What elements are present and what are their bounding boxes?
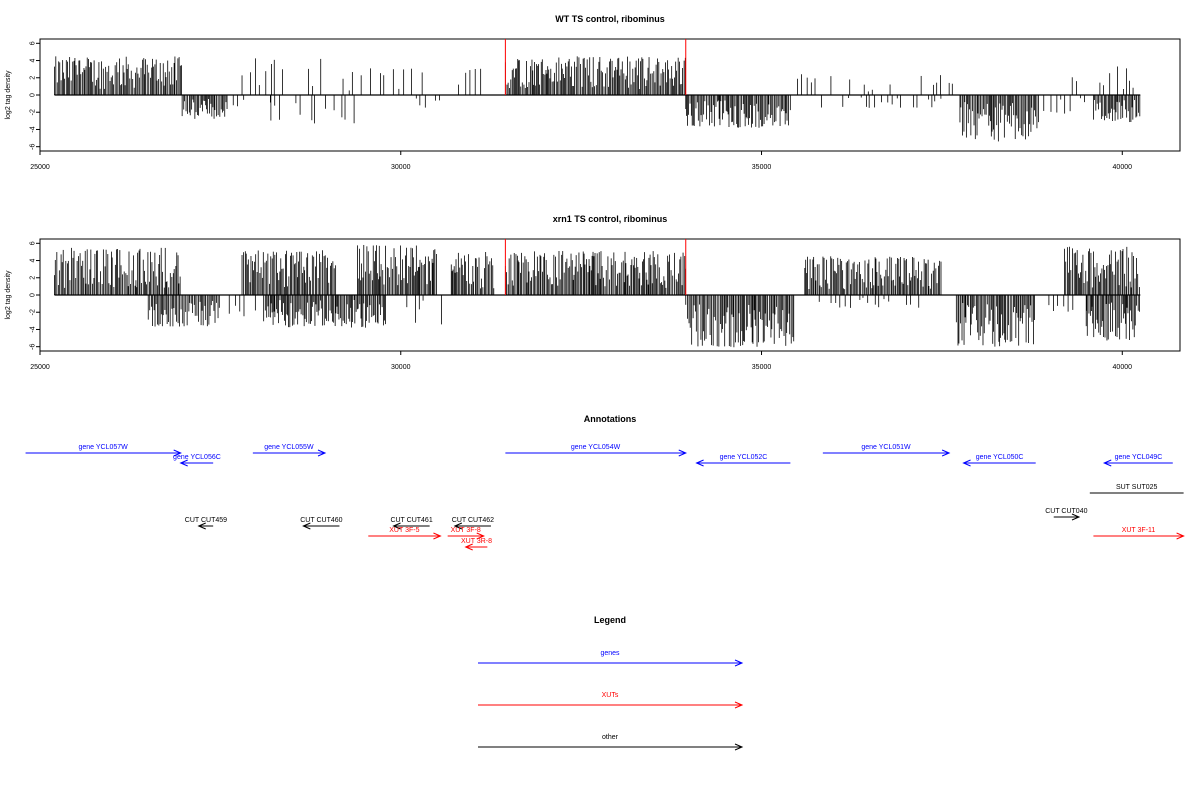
arrow-head bbox=[392, 522, 401, 530]
legend-panel: Legend genes XUTs other bbox=[478, 615, 744, 751]
arrow-head bbox=[1071, 513, 1081, 521]
annotation-feature: gene YCL056C bbox=[173, 454, 221, 467]
annotation-feature: CUT CUT040 bbox=[1045, 508, 1088, 521]
arrow-head bbox=[1176, 532, 1185, 540]
y-tick-label: 6 bbox=[30, 241, 37, 245]
x-tick-label: 30000 bbox=[391, 164, 411, 171]
feature-label: SUT SUT025 bbox=[1116, 484, 1158, 491]
y-tick-label: 6 bbox=[30, 41, 37, 45]
feature-label: gene YCL054W bbox=[571, 444, 621, 451]
arrow-head bbox=[695, 459, 704, 467]
x-tick-label: 40000 bbox=[1113, 164, 1133, 171]
y-tick-label: 4 bbox=[30, 58, 37, 62]
feature-label: CUT CUT040 bbox=[1045, 508, 1087, 515]
arrow-head bbox=[962, 459, 971, 467]
arrow-head bbox=[734, 701, 744, 709]
x-tick-label: 40000 bbox=[1113, 364, 1133, 371]
y-tick-label: -4 bbox=[30, 126, 37, 132]
arrow-head bbox=[453, 522, 463, 530]
x-tick-label: 25000 bbox=[30, 364, 50, 371]
axes: 6 4 2 0 -2 -4 -6 25000 30000 35000 40000 bbox=[30, 39, 1141, 171]
chart-title: WT TS control, ribominus bbox=[555, 14, 665, 24]
annotation-feature: XUT 3F-8 bbox=[447, 527, 486, 540]
legend-item-xut: XUTs bbox=[478, 692, 744, 709]
feature-label: XUT 3F-8 bbox=[451, 527, 481, 534]
annotation-feature: gene YCL052C bbox=[695, 454, 791, 467]
y-tick-label: -2 bbox=[30, 309, 37, 315]
x-tick-label: 35000 bbox=[752, 164, 772, 171]
feature-label: gene YCL057W bbox=[78, 444, 128, 451]
xrn1-track-panel: xrn1 TS control, ribominus log2 tag dens… bbox=[5, 214, 1181, 371]
feature-label: gene YCL056C bbox=[173, 454, 221, 461]
y-axis-label: log2 tag density bbox=[5, 70, 12, 120]
annotation-feature: gene YCL050C bbox=[962, 454, 1036, 467]
annotation-feature: SUT SUT025 bbox=[1089, 484, 1184, 494]
arrow-head bbox=[433, 532, 442, 540]
annotation-feature: CUT CUT462 bbox=[452, 517, 494, 530]
feature-label: gene YCL050C bbox=[976, 454, 1024, 461]
bars bbox=[54, 56, 1141, 142]
annotation-feature: gene YCL054W bbox=[505, 444, 688, 457]
feature-label: CUT CUT460 bbox=[300, 517, 342, 524]
arrow-head bbox=[317, 449, 327, 457]
annotation-feature: gene YCL057W bbox=[25, 444, 182, 457]
annotation-feature: gene YCL049C bbox=[1102, 454, 1173, 467]
wt-track-panel: WT TS control, ribominus log2 tag densit… bbox=[5, 14, 1181, 171]
arrow-head bbox=[734, 659, 744, 667]
legend-item-gene: genes bbox=[478, 650, 744, 667]
feature-label: CUT CUT459 bbox=[185, 517, 227, 524]
legend-label: other bbox=[602, 734, 619, 741]
y-tick-label: 0 bbox=[30, 293, 37, 297]
annotation-feature: CUT CUT459 bbox=[185, 517, 227, 530]
y-tick-label: -4 bbox=[30, 326, 37, 332]
annotation-feature: CUT CUT460 bbox=[300, 517, 343, 530]
annotation-feature: gene YCL055W bbox=[252, 444, 327, 457]
arrow-head bbox=[173, 449, 182, 457]
feature-label: gene YCL049C bbox=[1115, 454, 1163, 461]
feature-label: CUT CUT461 bbox=[390, 517, 432, 524]
feature-label: gene YCL052C bbox=[720, 454, 768, 461]
axes: 6 4 2 0 -2 -4 -6 25000 30000 35000 40000 bbox=[30, 239, 1141, 371]
legend-title: Legend bbox=[594, 615, 626, 625]
arrow-head bbox=[941, 449, 951, 457]
arrow-head bbox=[734, 743, 744, 751]
feature-label: XUT 3F-5 bbox=[389, 527, 419, 534]
legend-item-other: other bbox=[478, 734, 744, 751]
legend-label: XUTs bbox=[602, 692, 619, 699]
annotation-feature: gene YCL051W bbox=[822, 444, 951, 457]
feature-label: CUT CUT462 bbox=[452, 517, 494, 524]
feature-label: XUT 3R-8 bbox=[461, 538, 492, 545]
y-tick-label: 2 bbox=[30, 276, 37, 280]
y-tick-label: 4 bbox=[30, 258, 37, 262]
y-tick-label: -2 bbox=[30, 109, 37, 115]
feature-label: gene YCL055W bbox=[264, 444, 314, 451]
arrow-head bbox=[179, 459, 188, 467]
arrow-head bbox=[1102, 459, 1112, 467]
x-tick-label: 30000 bbox=[391, 364, 411, 371]
annotation-feature: XUT 3F-5 bbox=[368, 527, 442, 540]
y-tick-label: 0 bbox=[30, 93, 37, 97]
x-tick-label: 25000 bbox=[30, 164, 50, 171]
y-axis-label: log2 tag density bbox=[5, 270, 12, 320]
y-tick-label: -6 bbox=[30, 343, 37, 349]
arrow-head bbox=[476, 532, 486, 540]
arrow-head bbox=[464, 543, 473, 551]
x-tick-label: 35000 bbox=[752, 364, 772, 371]
legend-label: genes bbox=[600, 650, 620, 657]
feature-label: XUT 3F-11 bbox=[1122, 527, 1156, 534]
annotations-panel: Annotations gene YCL057W gene YCL056C gene… bbox=[25, 414, 1185, 551]
y-tick-label: -6 bbox=[30, 143, 37, 149]
annotation-feature: XUT 3R-8 bbox=[461, 538, 492, 551]
annotation-feature: CUT CUT461 bbox=[390, 517, 433, 530]
annotation-feature: XUT 3F-11 bbox=[1093, 527, 1185, 540]
bars bbox=[54, 244, 1140, 348]
arrow-head bbox=[302, 522, 311, 530]
feature-label: gene YCL051W bbox=[861, 444, 911, 451]
chart-title: xrn1 TS control, ribominus bbox=[553, 214, 668, 224]
y-tick-label: 2 bbox=[30, 76, 37, 80]
annotations-title: Annotations bbox=[584, 414, 637, 424]
arrow-head bbox=[678, 449, 688, 457]
arrow-head bbox=[197, 522, 206, 530]
